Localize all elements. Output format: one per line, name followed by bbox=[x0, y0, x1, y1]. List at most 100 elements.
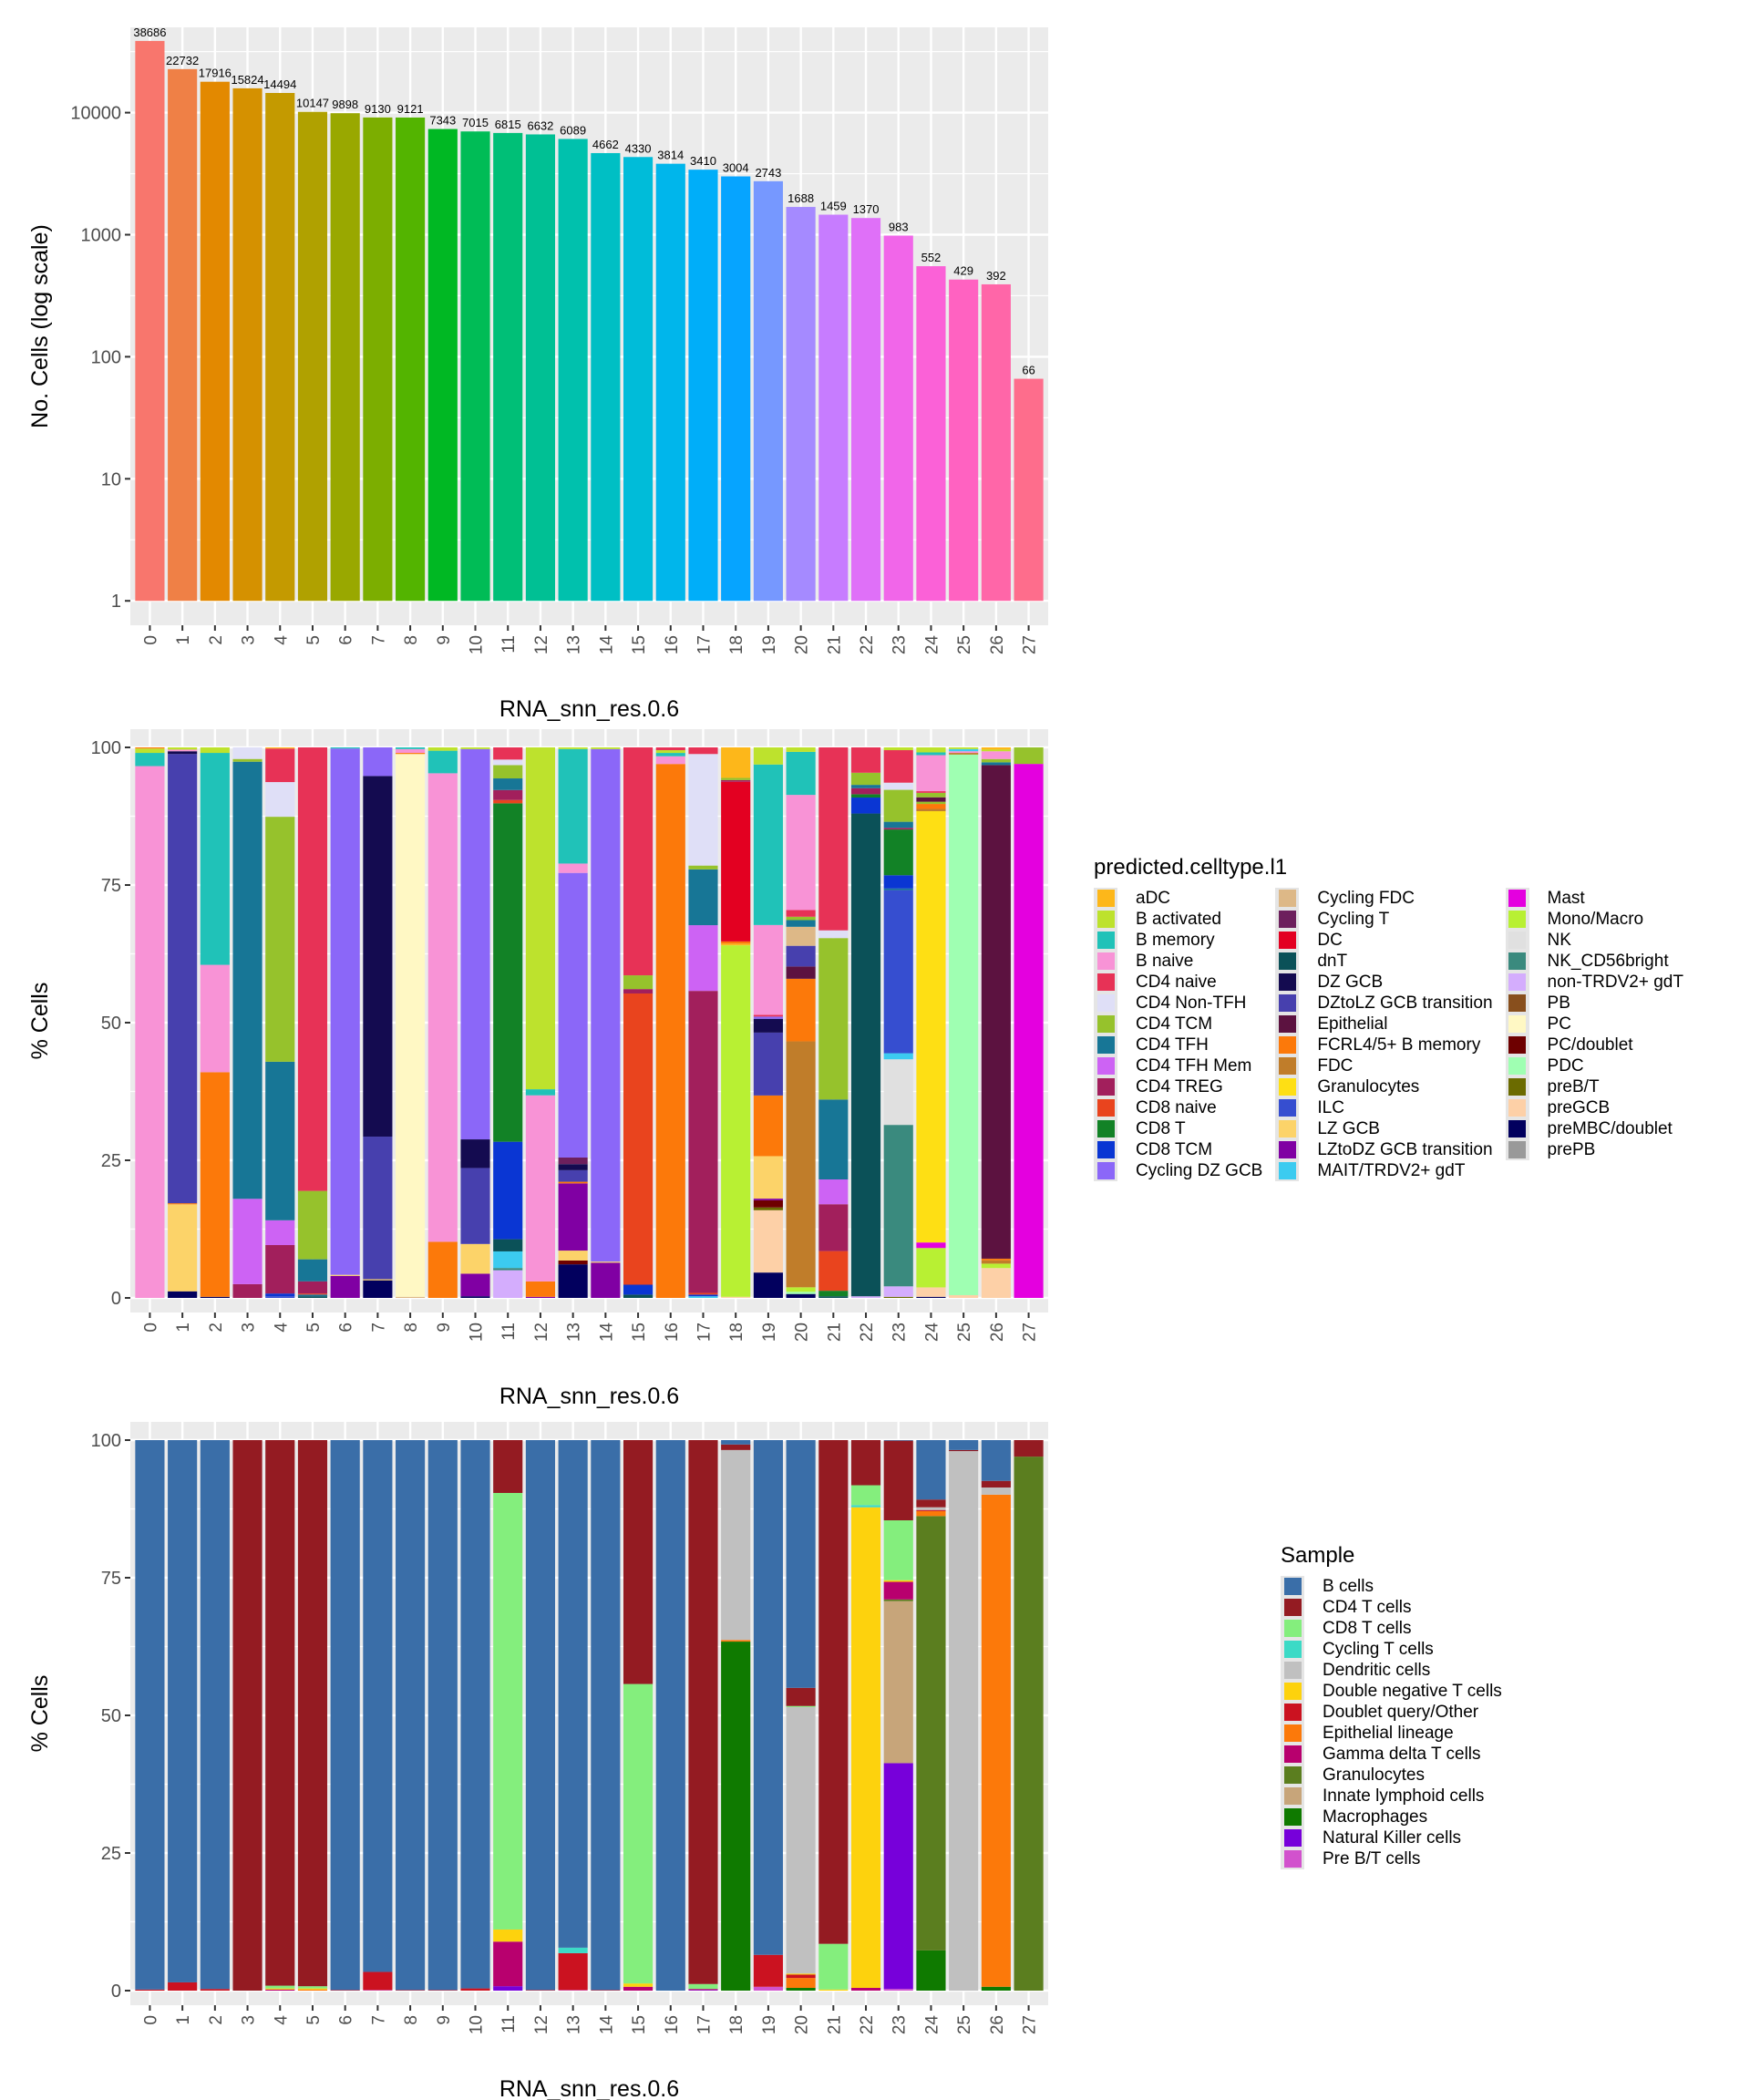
bar-segment bbox=[753, 924, 783, 1015]
bar-segment bbox=[558, 1264, 588, 1298]
legend-label: PC/doublet bbox=[1547, 1035, 1633, 1055]
bar-segment bbox=[623, 1294, 654, 1298]
bar-segment bbox=[949, 1294, 979, 1298]
bar-segment bbox=[623, 1983, 654, 1987]
bar-segment bbox=[850, 788, 881, 795]
bar-segment bbox=[232, 747, 262, 759]
legend-key bbox=[1505, 1139, 1529, 1160]
x-tick-label: 18 bbox=[727, 635, 746, 654]
x-tick-label: 0 bbox=[141, 1323, 160, 1333]
legend-key bbox=[1281, 1744, 1304, 1765]
bar-segment bbox=[916, 810, 946, 1243]
bar-segment bbox=[493, 765, 523, 779]
bar-cluster-21 bbox=[818, 214, 849, 602]
x-tick-label: 23 bbox=[890, 2015, 910, 2034]
legend-item: dnT bbox=[1275, 951, 1492, 972]
bar-segment bbox=[883, 1580, 913, 1582]
bar-segment bbox=[493, 1492, 523, 1930]
legend-key bbox=[1281, 1786, 1304, 1807]
data-label: 22732 bbox=[166, 54, 199, 67]
legend-key bbox=[1505, 1055, 1529, 1076]
legend-key bbox=[1281, 1807, 1304, 1827]
legend-swatch bbox=[1508, 1099, 1527, 1117]
bar-segment bbox=[135, 1989, 165, 1991]
legend-key bbox=[1094, 888, 1117, 909]
x-tick-label: 3 bbox=[240, 1323, 259, 1333]
bar-segment bbox=[883, 888, 913, 890]
data-label: 1688 bbox=[788, 191, 814, 205]
bar-segment bbox=[721, 1449, 751, 1641]
x-tick-label: 20 bbox=[793, 2015, 812, 2034]
legend-swatch bbox=[1508, 1057, 1527, 1075]
legend-swatch bbox=[1096, 973, 1115, 991]
bar-cluster-7 bbox=[363, 117, 393, 602]
bar-segment bbox=[558, 747, 588, 749]
bar-segment bbox=[558, 1947, 588, 1953]
bar-segment bbox=[525, 1089, 556, 1096]
bar-segment bbox=[786, 926, 816, 946]
bar-segment bbox=[363, 747, 393, 777]
bar-segment bbox=[786, 1974, 816, 1979]
legend-item: Granulocytes bbox=[1281, 1765, 1502, 1786]
bar-segment bbox=[753, 1199, 783, 1200]
legend-swatch bbox=[1096, 1015, 1115, 1033]
legend-column: Mast Mono/Macro NK NK_CD56bright non-TRDV2+ … bbox=[1505, 888, 1683, 1181]
legend-label: dnT bbox=[1317, 951, 1348, 971]
legend-item: Cycling DZ GCB bbox=[1094, 1160, 1262, 1181]
legend-label: Innate lymphoid cells bbox=[1323, 1786, 1485, 1806]
bar-segment bbox=[493, 1239, 523, 1251]
data-label: 9121 bbox=[397, 102, 424, 116]
bar-segment bbox=[135, 766, 165, 1298]
y-tick-label: 100 bbox=[91, 347, 121, 367]
bar-segment bbox=[655, 756, 685, 765]
legend-key bbox=[1094, 930, 1117, 951]
x-tick-label: 20 bbox=[793, 635, 812, 654]
bar-segment bbox=[168, 1982, 198, 1991]
y-axis-title: No. Cells (log scale) bbox=[27, 224, 53, 428]
legend-label: preGCB bbox=[1547, 1097, 1611, 1117]
bar-segment bbox=[883, 1286, 913, 1297]
bar-segment bbox=[818, 938, 849, 1100]
bar-segment bbox=[591, 1990, 621, 1991]
legend-title: predicted.celltype.l1 bbox=[1094, 855, 1288, 880]
bar-segment bbox=[525, 1281, 556, 1297]
bar-segment bbox=[460, 1988, 490, 1991]
bar-segment bbox=[297, 1190, 328, 1260]
bar-segment bbox=[850, 772, 881, 786]
bar-segment bbox=[493, 803, 523, 1142]
bar-segment bbox=[981, 751, 1011, 759]
bar-segment bbox=[753, 1199, 783, 1208]
x-tick-label: 6 bbox=[337, 635, 356, 645]
bar-cluster-22 bbox=[850, 218, 881, 602]
legend-item: PDC bbox=[1505, 1055, 1683, 1076]
bar-segment bbox=[1014, 747, 1044, 765]
bar-cluster-14 bbox=[591, 152, 621, 602]
bar-segment bbox=[883, 782, 913, 790]
legend-item: B memory bbox=[1094, 930, 1262, 951]
bar-segment bbox=[297, 1259, 328, 1282]
legend-label: Natural Killer cells bbox=[1323, 1827, 1462, 1848]
bar-segment bbox=[850, 1507, 881, 1988]
bar-segment bbox=[460, 1440, 490, 1989]
x-tick-label: 20 bbox=[793, 1323, 812, 1342]
legend-key bbox=[1094, 951, 1117, 972]
x-tick-label: 7 bbox=[369, 1323, 388, 1333]
legend-column: aDC B activated B memory B naive CD4 naive CD… bbox=[1094, 888, 1262, 1181]
bar-segment bbox=[265, 1989, 295, 1991]
bar-segment bbox=[721, 1444, 751, 1450]
bar-segment bbox=[981, 1268, 1011, 1298]
legend-column: Cycling FDC Cycling T DC dnT DZ GCB DZtoLZ GC… bbox=[1275, 888, 1493, 1181]
x-tick-label: 11 bbox=[499, 1323, 519, 1341]
legend-label: B naive bbox=[1136, 951, 1194, 971]
legend-key bbox=[1275, 972, 1300, 993]
legend-swatch bbox=[1096, 1036, 1115, 1054]
bar-segment bbox=[883, 1520, 913, 1580]
bar-segment bbox=[297, 1440, 328, 1987]
bar-segment bbox=[753, 1018, 783, 1033]
bar-segment bbox=[949, 1451, 979, 1991]
legend-key bbox=[1505, 1076, 1529, 1097]
legend-swatch bbox=[1096, 1162, 1115, 1179]
bar-segment bbox=[265, 1245, 295, 1294]
legend-swatch bbox=[1278, 1120, 1296, 1138]
